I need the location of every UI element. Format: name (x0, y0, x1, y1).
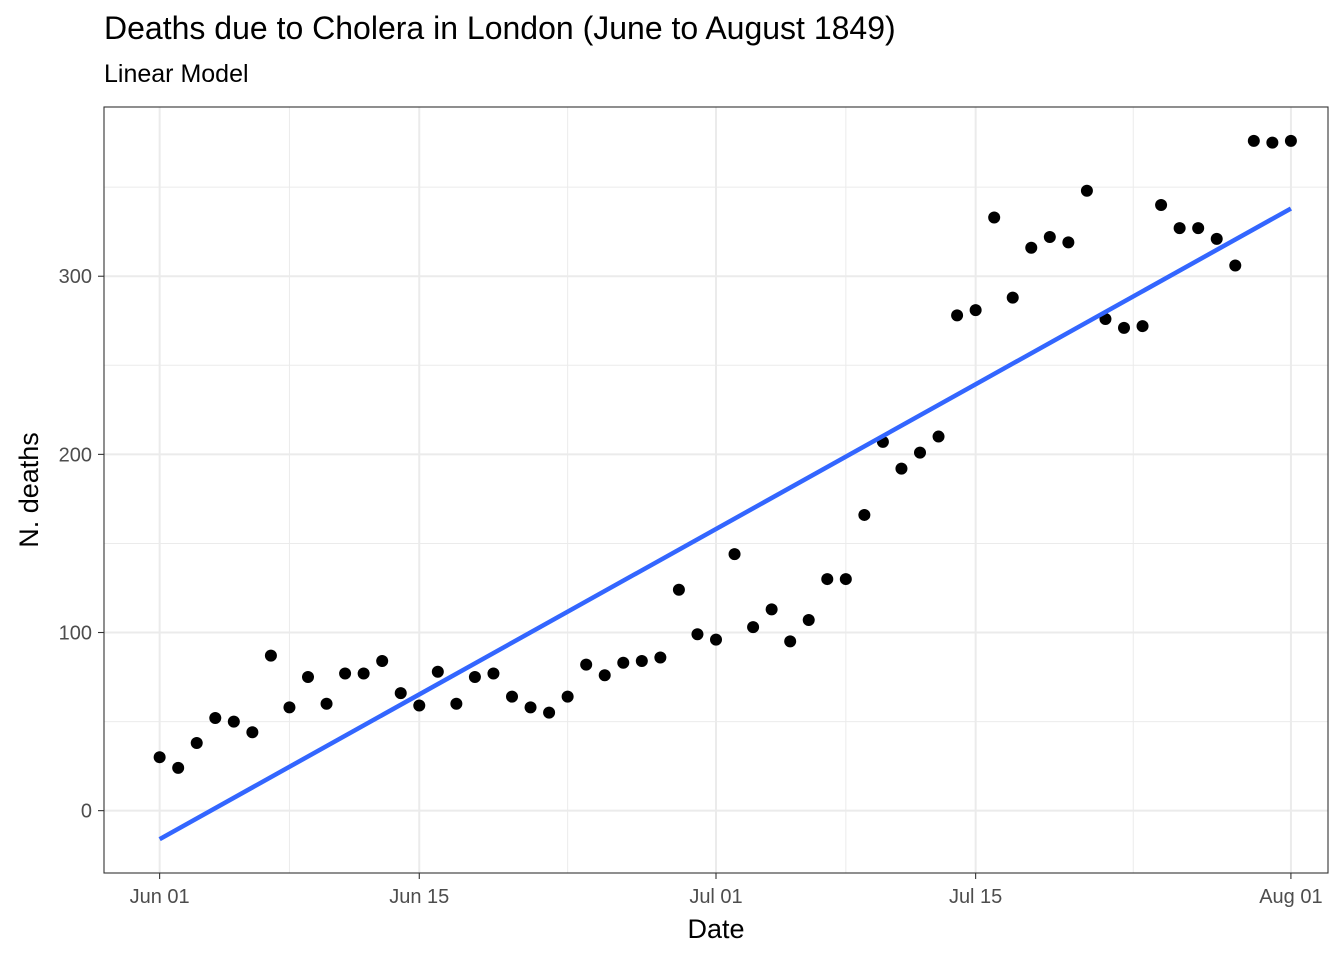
data-point (561, 690, 574, 703)
data-point (672, 583, 685, 596)
data-point (914, 446, 926, 459)
data-point (1006, 291, 1019, 304)
x-tick-label: Jun 15 (389, 886, 449, 908)
data-point (320, 697, 333, 710)
data-point (617, 656, 630, 669)
data-point (580, 658, 593, 671)
data-point (802, 614, 815, 627)
data-point (1062, 236, 1075, 249)
data-point (1173, 222, 1186, 235)
x-tick-label: Jul 15 (949, 886, 1002, 908)
fit-line (158, 206, 1293, 842)
data-point (1136, 320, 1149, 333)
data-point (969, 304, 982, 317)
data-point (1229, 259, 1242, 272)
data-point (1266, 136, 1279, 149)
data-point (1247, 134, 1260, 147)
data-point (283, 701, 296, 714)
data-point (227, 715, 240, 728)
data-point (1025, 241, 1038, 254)
data-point (821, 573, 834, 586)
y-axis-label: N. deaths (14, 432, 44, 548)
data-point (765, 603, 778, 616)
y-tick-label: 0 (81, 801, 92, 823)
data-point (394, 687, 407, 700)
x-axis-label: Date (687, 914, 744, 944)
data-point (450, 697, 463, 710)
data-point (988, 211, 1001, 224)
data-point (357, 667, 370, 680)
data-point (1043, 231, 1056, 244)
axes: 0 100 200 300 Jun 01 Jun 15 Jul 01 Jul 15 Aug 01 (59, 266, 1323, 908)
chart-title: Deaths due to Cholera in London (June to… (104, 10, 896, 46)
y-tick-label: 100 (59, 623, 92, 645)
data-point (302, 671, 314, 684)
data-point (951, 309, 964, 322)
data-point (1192, 222, 1205, 235)
data-point (784, 635, 797, 648)
data-point (858, 508, 871, 521)
data-point (747, 621, 760, 634)
data-point (654, 651, 667, 664)
chart-subtitle: Linear Model (104, 60, 249, 88)
data-point (506, 690, 518, 703)
data-point (932, 430, 945, 443)
data-point (487, 667, 500, 680)
data-point (635, 655, 648, 668)
data-point (710, 633, 722, 646)
data-point (1155, 198, 1168, 211)
data-point (1284, 134, 1297, 147)
data-point (431, 665, 444, 678)
data-point (524, 701, 537, 714)
y-tick-label: 300 (59, 266, 92, 288)
data-point (172, 761, 185, 774)
major-gridlines (104, 107, 1328, 873)
x-tick-label: Jun 01 (130, 886, 190, 908)
fit-line-group (158, 206, 1293, 842)
data-point (895, 462, 908, 475)
data-point (339, 667, 352, 680)
data-point (190, 736, 203, 749)
data-point (264, 649, 277, 662)
data-point (1118, 321, 1130, 334)
data-point (209, 712, 222, 725)
x-tick-label: Aug 01 (1259, 886, 1322, 908)
data-point (543, 706, 556, 719)
data-point (728, 548, 741, 561)
data-point (413, 699, 426, 712)
data-point (1080, 184, 1093, 197)
data-point (691, 628, 704, 641)
data-point (598, 669, 611, 682)
data-point (376, 655, 389, 668)
data-point (468, 671, 481, 684)
data-point (153, 751, 166, 764)
data-point (246, 726, 259, 739)
data-points (153, 134, 1297, 774)
data-point (1210, 232, 1223, 245)
x-tick-label: Jul 01 (689, 886, 742, 908)
data-point (839, 573, 852, 586)
y-tick-label: 200 (59, 444, 92, 466)
